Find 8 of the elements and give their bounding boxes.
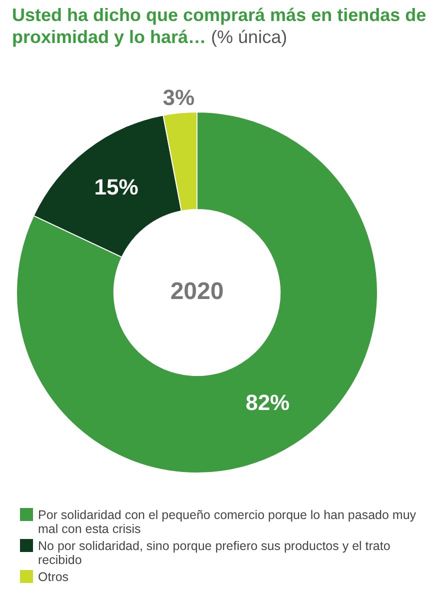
legend-label: Otros <box>38 570 69 584</box>
legend-label: Por solidaridad con el pequeño comercio porque lo han pasado muy mal con esta crisis <box>38 508 418 536</box>
legend-label: No por solidaridad, sino porque prefiero sus productos y el trato recibido <box>38 539 392 567</box>
data-label: 3% <box>162 84 195 110</box>
text: 2020 <box>170 278 224 306</box>
data-label: 15% <box>94 174 138 200</box>
chart-subtitle: (% única) <box>210 27 288 47</box>
data-label: 82% <box>246 390 290 415</box>
